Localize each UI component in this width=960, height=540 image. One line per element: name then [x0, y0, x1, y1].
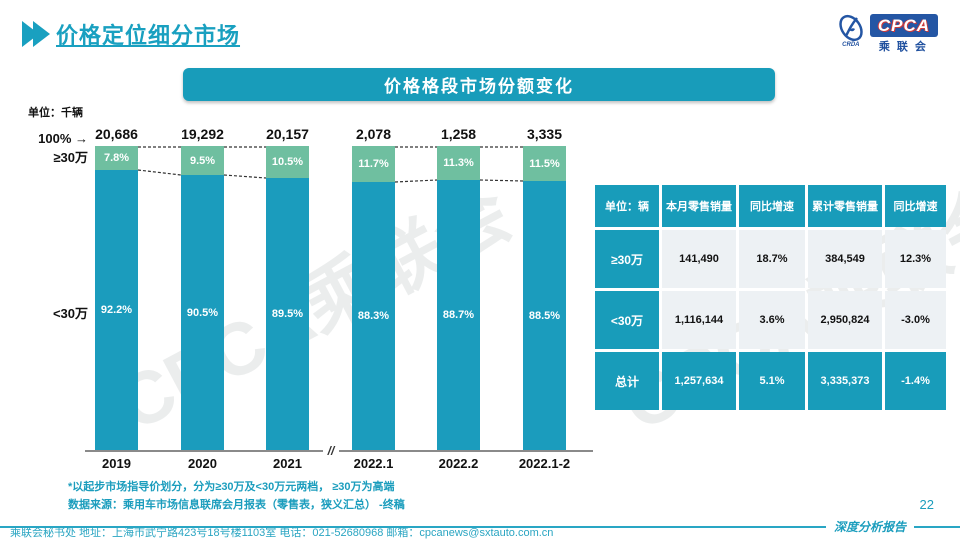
bar-segment-ge30: 7.8% [95, 146, 138, 170]
x-axis [85, 450, 593, 452]
cpca-emblem-icon: CRDA [836, 14, 866, 48]
x-axis-category: 2019 [102, 456, 131, 471]
x-axis-category: 2020 [188, 456, 217, 471]
bar-total-label: 2,078 [355, 126, 392, 142]
legend-lt30-label: <30万 [52, 306, 88, 321]
x-axis-category: 2021 [273, 456, 302, 471]
x-axis-category: 2022.2 [438, 456, 479, 471]
report-type-label: 深度分析报告 [833, 520, 906, 534]
table-header: 同比增速 [739, 185, 805, 227]
bar-segment-lt30: 88.3% [352, 182, 395, 450]
footer-contact: 乘联会秘书处 地址：上海市武宁路423号18号楼1103室 电话：021-526… [10, 527, 554, 539]
table-cell: 3,335,373 [808, 352, 882, 410]
bar-segment-ge30: 9.5% [181, 146, 224, 175]
bar-segment-ge30: 11.5% [523, 146, 566, 181]
bar-segment-lt30: 89.5% [266, 178, 309, 450]
page-header: 价格定位细分市场 [22, 18, 240, 50]
table-row-label: 总计 [595, 352, 659, 410]
bar-segment-lt30: 88.7% [437, 180, 480, 450]
table-cell: -1.4% [885, 352, 946, 410]
table-header: 同比增速 [885, 185, 946, 227]
cpca-logo: CRDA CPCA 乘联会 [836, 14, 938, 54]
chart-title-banner: 价格格段市场份额变化 [183, 68, 775, 101]
bar-segment-lt30: 88.5% [523, 181, 566, 450]
cpca-wordmark: CPCA [869, 14, 938, 37]
bar-segment-lt30: 92.2% [95, 170, 138, 450]
table-cell: 141,490 [662, 230, 736, 288]
bar-total-label: 20,157 [266, 126, 309, 142]
table-header: 累计零售销量 [808, 185, 882, 227]
page-number: 22 [919, 497, 934, 512]
table-cell: 3.6% [739, 291, 805, 349]
footnote-definition: *以起步市场指导价划分，分为≥30万及<30万元两档， ≥30万为高端 [68, 481, 395, 493]
cpca-subtitle: 乘联会 [878, 41, 933, 53]
bar-segment-lt30: 90.5% [181, 175, 224, 450]
table-corner-header: 单位：辆 [595, 185, 659, 227]
bar-segment-ge30: 11.3% [437, 146, 480, 180]
page-title: 价格定位细分市场 [56, 23, 241, 48]
table-header: 本月零售销量 [662, 185, 736, 227]
footnote-source: 数据来源：乘用车市场信息联席会月报表（零售表，狭义汇总） -终稿 [68, 499, 405, 511]
bar-segment-ge30: 10.5% [266, 146, 309, 178]
table-cell: 384,549 [808, 230, 882, 288]
bar-total-label: 1,258 [440, 126, 477, 142]
bar-total-label: 20,686 [95, 126, 138, 142]
table-row-label: <30万 [595, 291, 659, 349]
table-row-label: ≥30万 [595, 230, 659, 288]
bar-total-label: 19,292 [181, 126, 224, 142]
axis-100-label: 100% → [38, 131, 88, 146]
price-segment-table: 单位：辆 本月零售销量 同比增速 累计零售销量 同比增速 ≥30万 141,490 18.7%… [595, 185, 946, 410]
table-cell: 1,116,144 [662, 291, 736, 349]
x-axis-category: 2022.1 [353, 456, 394, 471]
x-axis-category: 2022.1-2 [518, 456, 571, 471]
stacked-bar-chart: 20,686 7.8% 92.2% 2019 19,292 9.5% 90.5% 2020 20… [85, 125, 593, 485]
double-chevron-icon [22, 21, 50, 47]
bar-segment-ge30: 11.7% [352, 146, 395, 182]
table-cell: 12.3% [885, 230, 946, 288]
table-cell: -3.0% [885, 291, 946, 349]
axis-break-mark: // [323, 445, 339, 457]
bar-total-label: 3,335 [526, 126, 563, 142]
chart-unit-label: 单位：千辆 [28, 107, 83, 119]
table-cell: 1,257,634 [662, 352, 736, 410]
table-cell: 2,950,824 [808, 291, 882, 349]
table-cell: 5.1% [739, 352, 805, 410]
table-cell: 18.7% [739, 230, 805, 288]
legend-ge30-label: ≥30万 [53, 150, 88, 165]
footer-rule: 深度分析报告 [0, 518, 960, 535]
emblem-caption: CRDA [842, 42, 860, 48]
